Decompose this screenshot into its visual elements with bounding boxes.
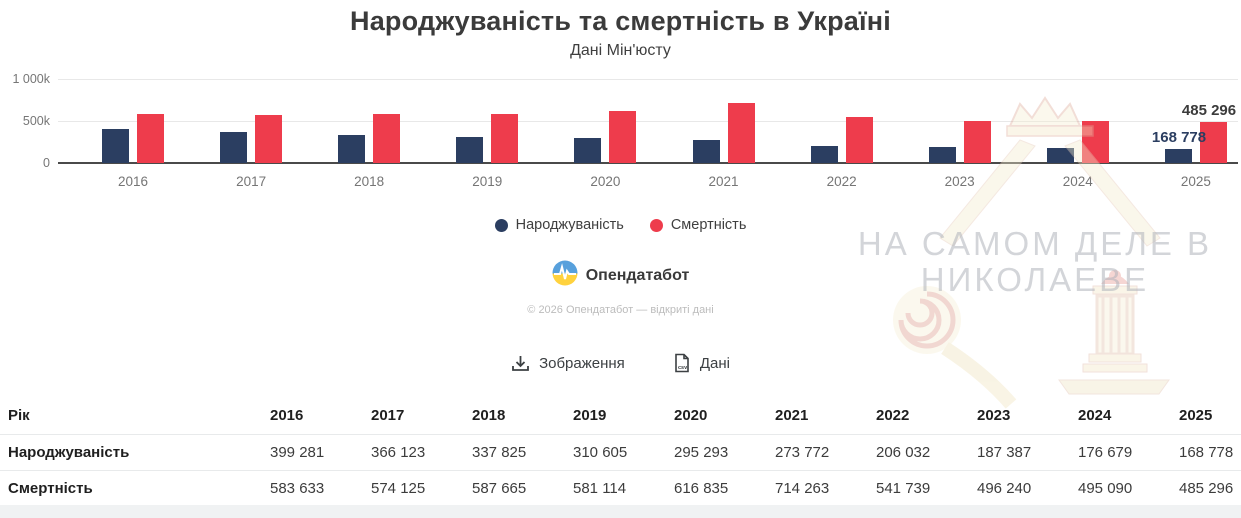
bar-deaths-2023[interactable]: [964, 121, 991, 163]
deaths-legend-dot-icon: [649, 218, 663, 232]
data-label-births: 168 778: [1151, 129, 1207, 146]
svg-text:csv: csv: [678, 365, 688, 371]
cell-2024: 495 090: [1078, 479, 1133, 497]
year-column-header-2021: 2021: [775, 407, 809, 425]
cell-2019: 581 114: [573, 479, 627, 497]
chart-gridline: [58, 121, 1238, 122]
bar-births-2018[interactable]: [338, 135, 365, 163]
bar-deaths-2019[interactable]: [491, 114, 518, 163]
legend-label: Смертність: [670, 217, 747, 233]
bar-births-2025[interactable]: [1165, 149, 1192, 163]
x-axis-label-2025: 2025: [1180, 174, 1211, 189]
x-axis-label-2024: 2024: [1062, 174, 1093, 189]
table-corner-cell: Рік: [8, 407, 30, 425]
bar-births-2019[interactable]: [456, 137, 483, 163]
year-column-header-2022: 2022: [876, 407, 910, 425]
opendatabot-logo[interactable]: Опендатабот: [0, 260, 1241, 291]
bar-chart: 1 000k 500k 0 2016 2017 2018 2019 2020 2021 2022 2…: [0, 0, 1241, 200]
table-row-births: Народжуваність 399 281 366 123 337 825 310 6…: [0, 434, 1241, 470]
cell-2017: 574 125: [371, 479, 426, 497]
x-axis-label-2019: 2019: [472, 174, 503, 189]
download-toolbar: Зображення csv Дані: [0, 353, 1241, 373]
cell-2023: 187 387: [977, 443, 1032, 461]
year-column-header-2023: 2023: [977, 407, 1011, 425]
cell-2018: 587 665: [472, 479, 527, 497]
births-legend-dot-icon: [494, 218, 508, 232]
download-icon: [511, 354, 530, 373]
legend-item-births[interactable]: Народжуваність: [494, 217, 624, 233]
bar-births-2021[interactable]: [693, 140, 720, 163]
cell-2020: 616 835: [674, 479, 729, 497]
copyright-text: © 2026 Опендатабот — відкриті дані: [527, 304, 714, 316]
table-header-row: Рік 2016 2017 2018 2019 2020 2021 2022 2023 2024…: [0, 398, 1241, 434]
chart-legend: Народжуваність Смертність: [0, 217, 1241, 233]
download-image-label: Зображення: [539, 354, 625, 372]
bar-deaths-2017[interactable]: [255, 115, 282, 163]
bar-births-2017[interactable]: [220, 132, 247, 163]
y-axis-tick-label: 500k: [22, 114, 50, 128]
bar-births-2016[interactable]: [102, 129, 129, 163]
x-axis-label-2022: 2022: [826, 174, 857, 189]
cell-2021: 714 263: [775, 479, 830, 497]
data-table: Рік 2016 2017 2018 2019 2020 2021 2022 2023 2024…: [0, 398, 1241, 506]
bar-deaths-2025[interactable]: [1200, 122, 1227, 163]
download-image-button[interactable]: Зображення: [511, 354, 625, 373]
row-label: Народжуваність: [8, 443, 130, 461]
chart-gridline: [58, 79, 1238, 80]
bar-deaths-2016[interactable]: [137, 114, 164, 163]
opendatabot-logo-text: Опендатабот: [585, 266, 690, 284]
cell-2025: 168 778: [1179, 443, 1234, 461]
x-axis-label-2017: 2017: [236, 174, 267, 189]
page-subtitle: Дані Мін'юсту: [570, 42, 671, 59]
year-column-header-2019: 2019: [573, 407, 607, 425]
x-axis-label-2020: 2020: [590, 174, 621, 189]
cell-2022: 541 739: [876, 479, 931, 497]
bar-births-2023[interactable]: [929, 147, 956, 163]
x-axis-label-2023: 2023: [944, 174, 975, 189]
legend-item-deaths[interactable]: Смертність: [649, 217, 747, 233]
page-title: Народжуваність та смертність в Україні: [350, 6, 891, 36]
cell-2019: 310 605: [573, 443, 628, 461]
x-axis-label-2021: 2021: [708, 174, 739, 189]
cell-2016: 583 633: [270, 479, 325, 497]
bar-births-2022[interactable]: [811, 146, 838, 163]
y-axis-tick-label: 0: [43, 156, 50, 170]
year-column-header-2018: 2018: [472, 407, 506, 425]
download-data-label: Дані: [699, 354, 730, 372]
bar-deaths-2021[interactable]: [728, 103, 755, 163]
cell-2018: 337 825: [472, 443, 527, 461]
csv-file-icon: csv: [673, 353, 691, 373]
data-label-deaths: 485 296: [1181, 102, 1237, 119]
x-axis-label-2018: 2018: [354, 174, 385, 189]
year-column-header-2016: 2016: [270, 407, 304, 425]
bar-deaths-2024[interactable]: [1082, 121, 1109, 163]
x-axis-label-2016: 2016: [117, 174, 149, 189]
table-row-deaths: Смертність 583 633 574 125 587 665 581 114 61…: [0, 470, 1241, 506]
bar-births-2024[interactable]: [1047, 148, 1074, 163]
opendatabot-logo-icon: [552, 260, 578, 291]
year-column-header-2017: 2017: [371, 407, 405, 425]
year-column-header-2024: 2024: [1078, 407, 1112, 425]
download-data-button[interactable]: csv Дані: [673, 353, 730, 373]
cell-2024: 176 679: [1078, 443, 1133, 461]
bar-births-2020[interactable]: [574, 138, 601, 163]
cell-2016: 399 281: [270, 443, 325, 461]
bar-deaths-2022[interactable]: [846, 117, 873, 163]
cell-2021: 273 772: [775, 443, 830, 461]
row-label: Смертність: [8, 479, 93, 497]
table-bottom-band: [0, 505, 1241, 518]
bar-deaths-2020[interactable]: [609, 111, 636, 163]
year-column-header-2025: 2025: [1179, 407, 1213, 425]
bar-deaths-2018[interactable]: [373, 114, 400, 163]
y-axis-tick-label: 1 000k: [12, 72, 50, 86]
legend-label: Народжуваність: [515, 217, 624, 233]
cell-2023: 496 240: [977, 479, 1032, 497]
cell-2022: 206 032: [876, 443, 931, 461]
year-column-header-2020: 2020: [674, 407, 708, 425]
cell-2017: 366 123: [371, 443, 426, 461]
x-axis-line: [58, 162, 1238, 164]
cell-2020: 295 293: [674, 443, 729, 461]
cell-2025: 485 296: [1179, 479, 1234, 497]
